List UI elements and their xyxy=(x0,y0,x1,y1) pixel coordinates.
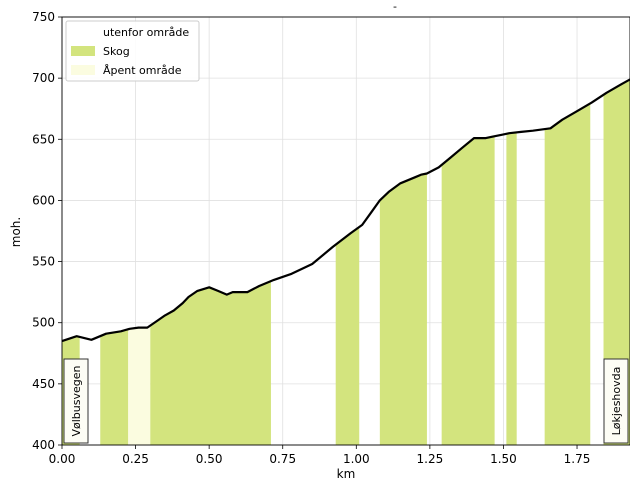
legend-swatch-utenfor xyxy=(71,27,95,37)
x-tick-label: 1.75 xyxy=(564,452,591,466)
y-tick-label: 450 xyxy=(32,377,55,391)
segment-skog xyxy=(544,103,591,446)
y-tick-label: 650 xyxy=(32,132,55,146)
x-tick-label: 0.75 xyxy=(269,452,296,466)
y-tick-label: 500 xyxy=(32,316,55,330)
legend-label: Skog xyxy=(103,45,130,58)
x-tick-label: 0.00 xyxy=(49,452,76,466)
segment-skog xyxy=(150,281,271,445)
annotation-label: Løkjeshovda xyxy=(610,367,623,436)
legend-label: utenfor område xyxy=(103,26,189,39)
legend-swatch-apent xyxy=(71,65,95,75)
annotation-box: Vølbusvegen xyxy=(63,358,89,444)
annotation-frame xyxy=(63,358,89,444)
plot-frame xyxy=(61,16,630,446)
x-tick-label: 1.50 xyxy=(490,452,517,466)
chart-title: - xyxy=(393,0,397,13)
annotation-label: Vølbusvegen xyxy=(70,365,83,436)
x-tick-label: 1.00 xyxy=(343,452,370,466)
elevation-profile-line xyxy=(61,78,630,343)
x-axis-label: km xyxy=(337,467,356,481)
annotation-frame xyxy=(603,358,629,444)
land-cover-segments xyxy=(62,79,630,446)
y-axis-label: moh. xyxy=(9,217,23,247)
y-tick-label: 550 xyxy=(32,255,55,269)
y-tick-label: 700 xyxy=(32,71,55,85)
axes-layer: 0.00 0.25 0.50 0.75 1.00 1.25 1.50 1.75 400 450 50… xyxy=(32,10,630,466)
annotations-layer: Vølbusvegen Løkjeshovda xyxy=(63,358,629,444)
segment-apent xyxy=(128,325,151,445)
x-tick-label: 1.25 xyxy=(417,452,444,466)
profile-line-layer xyxy=(61,78,630,343)
segment-skog xyxy=(506,132,517,445)
segment-skog xyxy=(335,227,360,445)
x-tick-label: 0.50 xyxy=(196,452,223,466)
segment-skog xyxy=(379,173,427,446)
y-tick-label: 750 xyxy=(32,10,55,24)
legend-swatch-skog xyxy=(71,46,95,56)
y-tick-label: 600 xyxy=(32,193,55,207)
legend-label: Åpent område xyxy=(103,64,182,77)
annotation-box: Løkjeshovda xyxy=(603,358,629,444)
legend-frame xyxy=(65,20,200,82)
x-tick-label: 0.25 xyxy=(122,452,149,466)
segment-skog xyxy=(441,136,495,445)
segment-skog xyxy=(603,79,630,445)
segment-skog xyxy=(100,329,129,445)
legend: utenfor område Skog Åpent område xyxy=(65,20,200,82)
y-tick-label: 400 xyxy=(32,438,55,452)
